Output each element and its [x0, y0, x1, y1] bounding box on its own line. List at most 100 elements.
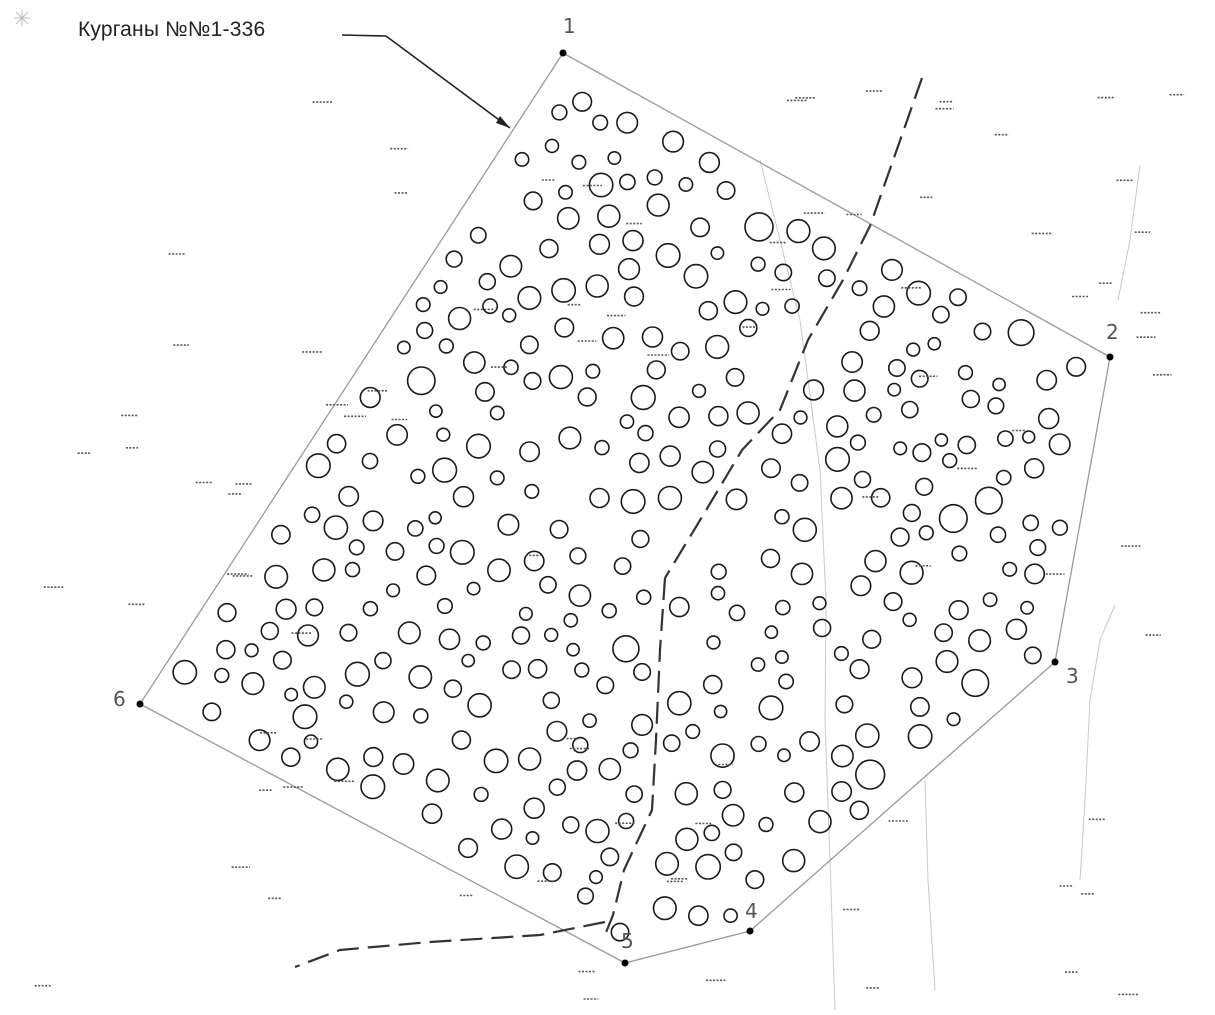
burial-mound	[830, 744, 854, 768]
burial-mound	[452, 485, 475, 508]
burial-mound	[817, 269, 836, 288]
burial-mound	[270, 524, 291, 545]
burial-mound	[272, 650, 293, 670]
burial-mound	[344, 661, 371, 687]
burial-mound	[758, 695, 784, 721]
burial-mound	[451, 730, 472, 750]
burial-mound	[890, 527, 910, 547]
burial-mound	[497, 513, 520, 536]
burial-mound	[883, 591, 903, 612]
burial-mound	[670, 341, 690, 361]
burial-mound	[830, 486, 853, 510]
burial-mound	[284, 687, 299, 702]
burial-mound	[706, 635, 721, 650]
burial-mound	[362, 600, 379, 617]
burial-mound	[654, 851, 680, 876]
burial-mound	[704, 334, 730, 360]
burial-mound	[783, 782, 805, 803]
burial-mound	[630, 713, 654, 737]
burial-mound	[217, 602, 237, 623]
vertex-point-1	[559, 49, 567, 57]
burial-mound	[396, 340, 411, 355]
burial-mound	[588, 172, 614, 198]
burial-mound	[961, 668, 990, 698]
burial-mound	[361, 452, 379, 470]
burial-mound	[568, 584, 592, 608]
vertex-point-2	[1106, 353, 1114, 361]
burial-mound	[784, 298, 800, 314]
burial-mound	[469, 226, 487, 244]
burial-mound	[771, 423, 793, 445]
burial-mound	[987, 397, 1005, 415]
burial-mound	[490, 818, 513, 840]
burial-mound	[668, 406, 691, 429]
burial-mound	[428, 404, 443, 418]
burial-mound	[914, 477, 934, 496]
burial-mound	[214, 667, 230, 684]
burial-mound	[1002, 561, 1018, 577]
burial-mound	[362, 510, 384, 532]
burial-mound	[843, 379, 866, 402]
burial-mound	[710, 246, 725, 261]
burial-mound	[973, 322, 992, 341]
burial-mound	[458, 837, 479, 859]
burial-mound	[348, 539, 365, 556]
burial-mound	[721, 803, 745, 827]
burial-mound	[641, 326, 664, 348]
burial-mound	[812, 618, 832, 638]
burial-mound	[683, 263, 709, 289]
burial-mound	[546, 720, 568, 742]
burial-mound	[1029, 538, 1047, 557]
burial-mound	[416, 565, 437, 586]
burial-mound	[280, 747, 301, 768]
burial-mound	[478, 272, 497, 291]
burial-mound	[374, 651, 392, 670]
burial-mound	[412, 708, 429, 724]
burial-mound	[415, 297, 431, 313]
burial-mound	[588, 869, 604, 885]
burial-mound	[523, 191, 543, 211]
burial-mound	[849, 434, 867, 451]
burial-mound	[961, 389, 981, 409]
burial-mound	[674, 781, 699, 806]
burial-mound	[360, 774, 386, 800]
burial-mound	[758, 816, 774, 833]
burial-mound	[831, 780, 853, 802]
burial-mound	[702, 674, 723, 695]
burial-mound	[967, 628, 992, 653]
road-upper	[664, 77, 924, 579]
burial-mound	[363, 746, 384, 768]
burial-mound	[646, 169, 663, 186]
burial-mound	[302, 675, 326, 699]
burial-mound	[900, 400, 919, 419]
burial-mound	[489, 470, 505, 486]
burial-mound	[410, 468, 426, 484]
burial-mound	[292, 704, 318, 730]
burial-mound	[811, 236, 837, 261]
vertex-label-2: 2	[1106, 320, 1119, 344]
burial-mound	[708, 405, 729, 427]
vertex-label-1: 1	[563, 14, 576, 38]
burial-mound	[859, 320, 880, 341]
burial-mound	[774, 650, 789, 665]
burial-mound	[710, 743, 735, 769]
burial-mound	[901, 667, 923, 689]
burial-mound	[691, 460, 715, 484]
burial-mounds	[172, 91, 1087, 942]
burial-mound	[502, 660, 522, 680]
burial-mound	[620, 488, 646, 515]
burial-mound	[466, 581, 481, 596]
burial-mound	[473, 786, 489, 803]
burial-mound	[927, 336, 942, 351]
burial-mound	[438, 628, 461, 651]
burial-mound	[518, 606, 534, 621]
burial-mound	[935, 649, 959, 674]
burial-mound	[646, 360, 666, 380]
burial-mound	[312, 558, 336, 582]
burial-mound	[244, 643, 259, 658]
burial-mound	[725, 488, 748, 511]
burial-mound	[622, 229, 644, 252]
burial-mound	[760, 458, 781, 479]
burial-mound	[880, 258, 904, 282]
burial-mound	[305, 598, 324, 617]
